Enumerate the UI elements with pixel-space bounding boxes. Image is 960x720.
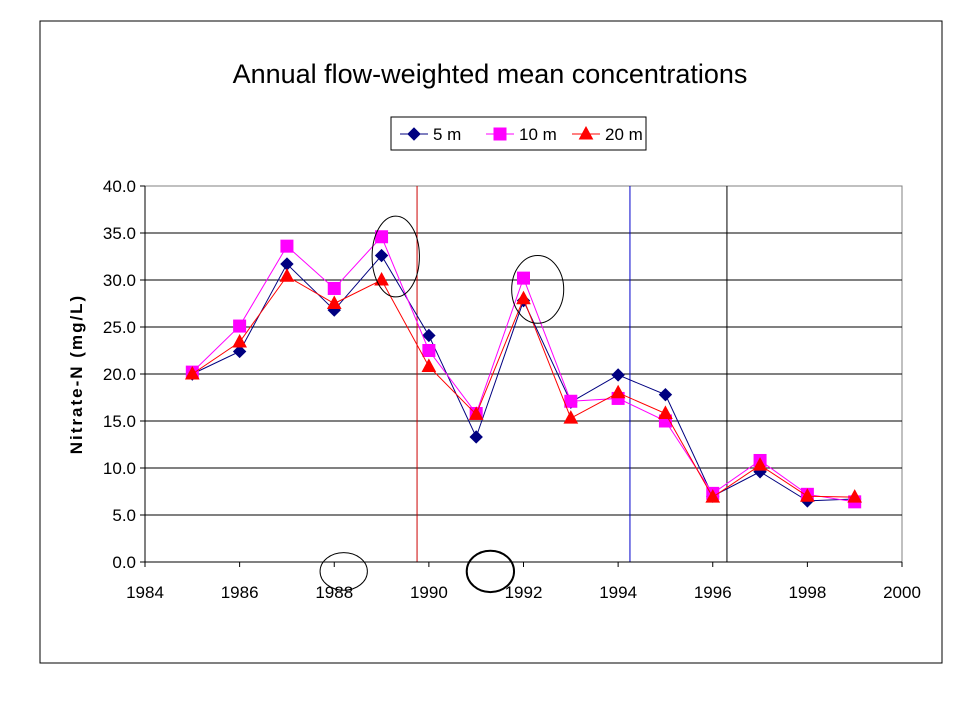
data-point-3-1994 [610,384,626,399]
y-tick-label: 25.0 [103,318,136,337]
legend-marker-1 [407,127,421,141]
data-point-3-1988 [326,295,342,309]
data-point-3-1991 [468,406,484,420]
y-tick-label: 10.0 [103,459,136,478]
data-point-2-1992 [517,271,530,285]
x-tick-label: 1984 [126,583,164,602]
data-point-3-1997 [752,457,768,471]
data-point-3-1993 [563,410,579,424]
annotation-ellipse-4 [465,549,516,594]
y-tick-label: 40.0 [103,177,136,196]
data-point-3-1995 [658,405,673,419]
legend-box [390,116,647,151]
legend-entry-3: 20 m [572,125,643,144]
legend-entry-2: 10 m [486,125,557,144]
x-tick-label: 2000 [883,583,921,602]
legend-marker-3 [578,125,594,140]
data-point-2-1987 [280,239,294,253]
y-axis-label: Nitrate-N (mg/L) [67,294,86,454]
data-point-1-1986 [232,344,247,359]
y-tick-label: 30.0 [103,271,136,290]
x-tick-label: 1990 [410,583,448,602]
data-point-3-1990 [421,358,437,372]
x-tick-label: 1996 [694,583,732,602]
data-point-3-1986 [232,333,247,348]
data-point-3-1985 [184,365,200,380]
x-tick-label: 1994 [599,583,637,602]
data-point-1-1995 [658,387,673,402]
data-point-2-1988 [327,281,341,295]
data-point-2-1986 [233,319,247,333]
data-point-3-1999 [847,489,863,503]
series-3 [184,268,863,503]
data-point-1-1991 [469,430,483,444]
legend-entry-1: 5 m [400,125,461,144]
annotation-ellipse-3 [319,552,368,591]
legend-marker-2 [493,127,507,141]
legend-label-1: 5 m [433,125,461,144]
data-point-3-1987 [279,268,295,282]
annotation-ellipse-2 [511,255,565,324]
y-tick-label: 15.0 [103,412,136,431]
legend-label-2: 10 m [519,125,557,144]
y-tick-label: 0.0 [112,553,136,572]
data-point-3-1992 [516,290,531,305]
data-point-1-1990 [422,328,436,343]
data-point-2-1993 [564,394,578,408]
data-point-1-1994 [611,368,625,382]
legend-label-3: 20 m [605,125,643,144]
data-point-2-1989 [375,230,389,244]
data-point-3-1998 [800,488,815,502]
y-tick-label: 5.0 [112,506,136,525]
data-point-3-1989 [374,271,389,286]
y-tick-label: 35.0 [103,224,136,243]
chart-title: Annual flow-weighted mean concentrations [233,59,748,89]
data-point-3-1996 [705,489,721,503]
annotation-ellipse-1 [371,215,420,298]
legend: 5 m 10 m 20 m [390,116,647,151]
data-point-1-1989 [374,248,389,263]
x-tick-label: 1986 [221,583,259,602]
x-tick-label: 1988 [315,583,353,602]
x-tick-label: 1998 [788,583,826,602]
x-tick-label: 1992 [505,583,543,602]
data-point-2-1990 [422,344,436,357]
y-tick-label: 20.0 [103,365,136,384]
